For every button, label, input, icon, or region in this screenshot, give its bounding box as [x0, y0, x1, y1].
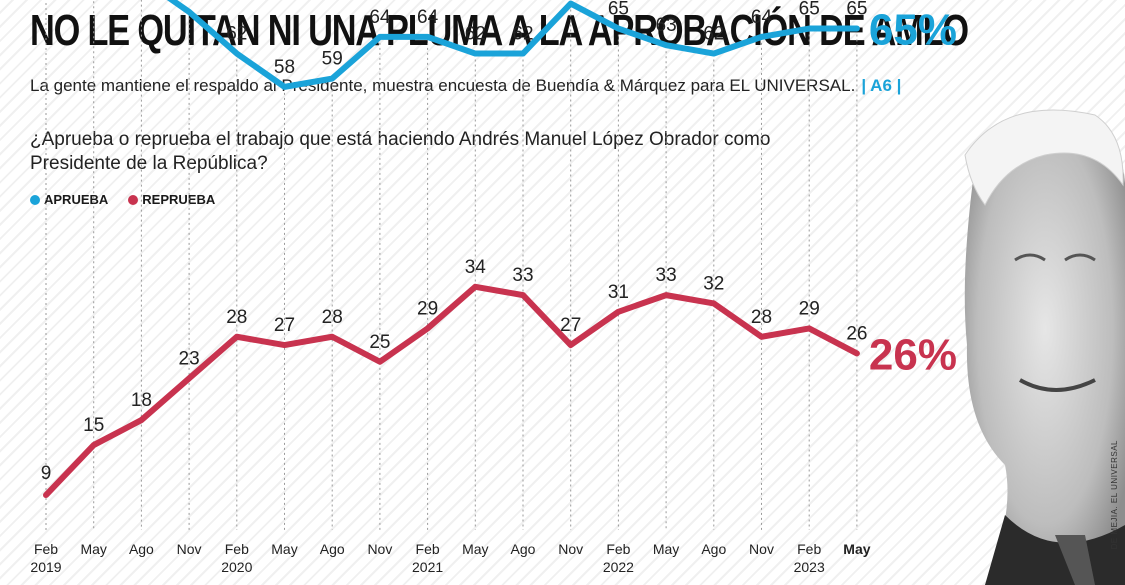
data-label-aprueba: 65	[608, 0, 629, 20]
x-tick-label: May	[80, 541, 106, 557]
x-tick-year: 2020	[221, 559, 252, 575]
legend-dot-aprueba	[30, 194, 40, 205]
data-label-aprueba: 65	[799, 0, 820, 20]
data-label-reprueba: 28	[751, 307, 772, 328]
x-tick-label: Ago	[701, 541, 726, 557]
x-tick-label: Feb	[416, 541, 440, 557]
x-tick-label: Feb	[606, 541, 630, 557]
data-label-aprueba: 62	[512, 24, 533, 45]
data-label-reprueba: 32	[703, 273, 724, 294]
legend-label-reprueba: REPRUEBA	[142, 192, 216, 207]
data-label-reprueba: 31	[608, 282, 629, 303]
chart-legend: APRUEBA REPRUEBA	[30, 192, 215, 207]
data-label-reprueba: 25	[369, 332, 390, 353]
data-label-reprueba: 33	[512, 265, 533, 286]
data-label-aprueba: 67	[179, 0, 200, 3]
data-label-reprueba: 33	[656, 265, 677, 286]
legend-dot-reprueba	[128, 194, 139, 205]
series-line-reprueba	[43, 283, 860, 499]
data-label-reprueba: 15	[83, 415, 104, 436]
legend-label-aprueba: APRUEBA	[44, 192, 109, 207]
x-tick-label: Feb	[797, 541, 821, 557]
data-label-aprueba: 62	[703, 24, 724, 45]
x-tick-label: Nov	[367, 541, 392, 557]
data-label-aprueba: 58	[274, 57, 295, 78]
survey-question: ¿Aprueba o reprueba el trabajo que está …	[30, 129, 771, 174]
x-tick-label: Ago	[129, 541, 154, 557]
data-label-reprueba: 18	[131, 390, 152, 411]
legend-item-reprueba: REPRUEBA	[128, 192, 215, 207]
data-label-reprueba: 23	[179, 348, 200, 369]
president-photo	[964, 109, 1125, 585]
data-label-reprueba: 27	[560, 315, 581, 336]
data-label-reprueba: 28	[226, 307, 247, 328]
data-label-aprueba: 62	[226, 24, 247, 45]
data-label-reprueba: 9	[41, 463, 52, 484]
x-tick-label: May	[462, 541, 488, 557]
page-reference: | A6 |	[861, 76, 902, 95]
legend-item-aprueba: APRUEBA	[30, 192, 108, 207]
series-line-aprueba	[166, 0, 860, 90]
x-tick-label: Ago	[320, 541, 345, 557]
final-label-aprueba: 65%	[869, 6, 957, 55]
data-label-reprueba: 29	[799, 298, 820, 319]
data-label-aprueba: 62	[465, 24, 486, 45]
data-label-reprueba: 27	[274, 315, 295, 336]
x-tick-year: 2019	[30, 559, 61, 575]
data-label-aprueba: 64	[751, 7, 773, 28]
x-tick-label: Nov	[177, 541, 202, 557]
x-tick-label: May	[271, 541, 297, 557]
x-tick-label: Feb	[225, 541, 249, 557]
data-label-reprueba: 34	[465, 257, 487, 278]
data-label-reprueba: 26	[846, 323, 867, 344]
data-label-aprueba: 64	[417, 7, 439, 28]
data-label-reprueba: 29	[417, 298, 438, 319]
x-tick-year: 2021	[412, 559, 443, 575]
data-label-aprueba: 59	[322, 49, 343, 70]
data-label-reprueba: 28	[322, 307, 343, 328]
final-label-reprueba: 26%	[869, 330, 957, 379]
x-tick-label: Nov	[558, 541, 583, 557]
x-tick-label: May	[653, 541, 679, 557]
data-label-aprueba: 65	[846, 0, 867, 20]
x-tick-label: Feb	[34, 541, 58, 557]
x-tick-year: 2023	[794, 559, 825, 575]
x-tick-label: May	[843, 541, 870, 557]
data-label-aprueba: 64	[369, 7, 391, 28]
data-label-aprueba: 63	[656, 15, 677, 36]
x-tick-label: Nov	[749, 541, 774, 557]
x-tick-label: Ago	[511, 541, 536, 557]
x-tick-year: 2022	[603, 559, 634, 575]
